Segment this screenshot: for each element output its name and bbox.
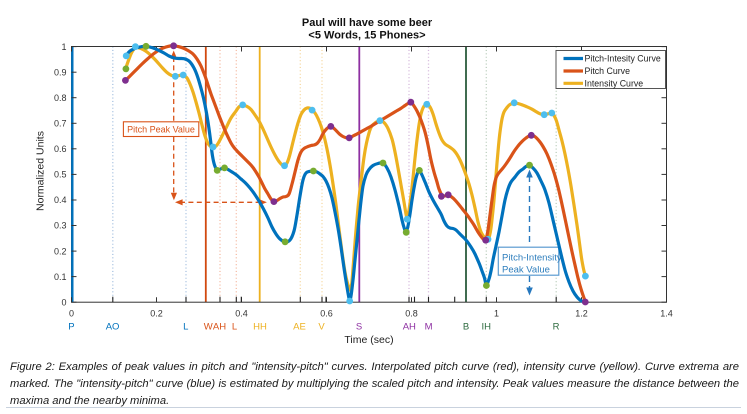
svg-text:1.2: 1.2: [575, 309, 588, 319]
svg-text:Pitch-Intesity Curve: Pitch-Intesity Curve: [585, 54, 661, 64]
svg-text:0.2: 0.2: [54, 246, 67, 256]
svg-text:0: 0: [69, 309, 74, 319]
svg-text:0.8: 0.8: [54, 93, 67, 103]
svg-text:AO: AO: [106, 322, 120, 333]
svg-text:AE: AE: [293, 322, 306, 333]
svg-text:HH: HH: [253, 322, 267, 333]
svg-text:Pitch-Intensity: Pitch-Intensity: [502, 253, 562, 264]
svg-text:0.6: 0.6: [320, 309, 333, 319]
svg-text:0.7: 0.7: [54, 119, 67, 129]
svg-text:0.4: 0.4: [54, 195, 67, 205]
svg-text:1: 1: [61, 42, 66, 52]
svg-text:B: B: [463, 322, 469, 333]
svg-text:S: S: [356, 322, 362, 333]
svg-text:0.3: 0.3: [54, 221, 67, 231]
svg-text:Paul will have some beer: Paul will have some beer: [302, 17, 433, 29]
svg-text:L: L: [183, 322, 188, 333]
svg-text:0: 0: [61, 297, 66, 307]
svg-text:L: L: [232, 322, 237, 333]
svg-text:P: P: [68, 322, 74, 333]
svg-text:<5 Words, 15 Phones>: <5 Words, 15 Phones>: [308, 30, 425, 42]
svg-text:IH: IH: [481, 322, 491, 333]
svg-text:1: 1: [494, 309, 499, 319]
svg-text:V: V: [318, 322, 325, 333]
svg-text:1.4: 1.4: [660, 309, 673, 319]
svg-text:R: R: [553, 322, 560, 333]
svg-text:Pitch Peak Value: Pitch Peak Value: [127, 124, 195, 134]
svg-text:AH: AH: [213, 322, 226, 333]
svg-text:0.5: 0.5: [54, 170, 67, 180]
svg-text:Pitch Curve: Pitch Curve: [585, 66, 631, 76]
svg-text:0.8: 0.8: [405, 309, 418, 319]
svg-text:Time (sec): Time (sec): [344, 334, 393, 346]
svg-text:0.4: 0.4: [235, 309, 248, 319]
svg-text:Peak Value: Peak Value: [502, 265, 550, 276]
svg-text:W: W: [204, 322, 213, 333]
svg-text:0.2: 0.2: [150, 309, 163, 319]
svg-text:Intensity Curve: Intensity Curve: [585, 78, 644, 88]
svg-text:0.6: 0.6: [54, 144, 67, 154]
svg-text:0.1: 0.1: [54, 272, 67, 282]
svg-text:M: M: [425, 322, 433, 333]
svg-text:0.9: 0.9: [54, 67, 67, 77]
svg-text:Normalized Units: Normalized Units: [35, 131, 47, 211]
svg-text:AH: AH: [403, 322, 416, 333]
